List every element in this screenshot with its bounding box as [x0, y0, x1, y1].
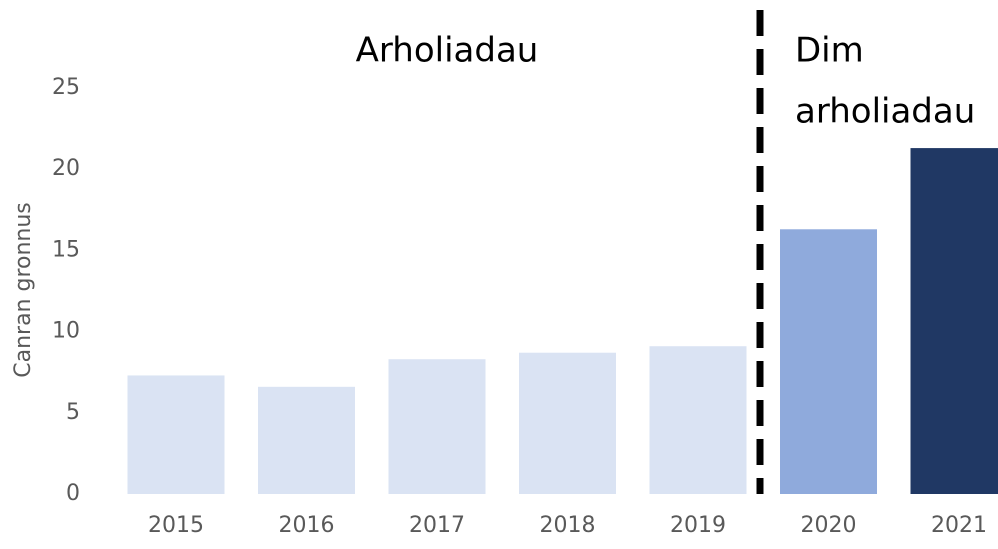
x-tick-label: 2016	[279, 513, 335, 538]
y-tick-label: 20	[52, 156, 80, 181]
bar	[519, 352, 616, 494]
bar	[910, 148, 998, 494]
bar	[649, 346, 747, 494]
y-tick-label: 5	[66, 400, 80, 425]
x-tick-label: 2015	[148, 513, 204, 538]
x-tick-label: 2020	[801, 513, 857, 538]
x-tick-label: 2018	[540, 513, 596, 538]
x-tick-label: 2017	[409, 513, 465, 538]
y-tick-label: 25	[52, 75, 80, 100]
annotation: Arholiadau	[356, 31, 539, 71]
y-tick-label: 15	[52, 237, 80, 262]
bar	[127, 375, 225, 494]
annotation: Dim	[795, 31, 864, 71]
bar	[388, 359, 486, 494]
y-tick-label: 10	[52, 319, 80, 344]
annotation: arholiadau	[795, 92, 975, 132]
x-tick-label: 2019	[670, 513, 726, 538]
x-tick-label: 2021	[931, 513, 987, 538]
bar	[780, 229, 877, 494]
bar	[258, 386, 355, 494]
y-tick-label: 0	[66, 481, 80, 506]
y-axis-label: Canran gronnus	[11, 202, 36, 378]
